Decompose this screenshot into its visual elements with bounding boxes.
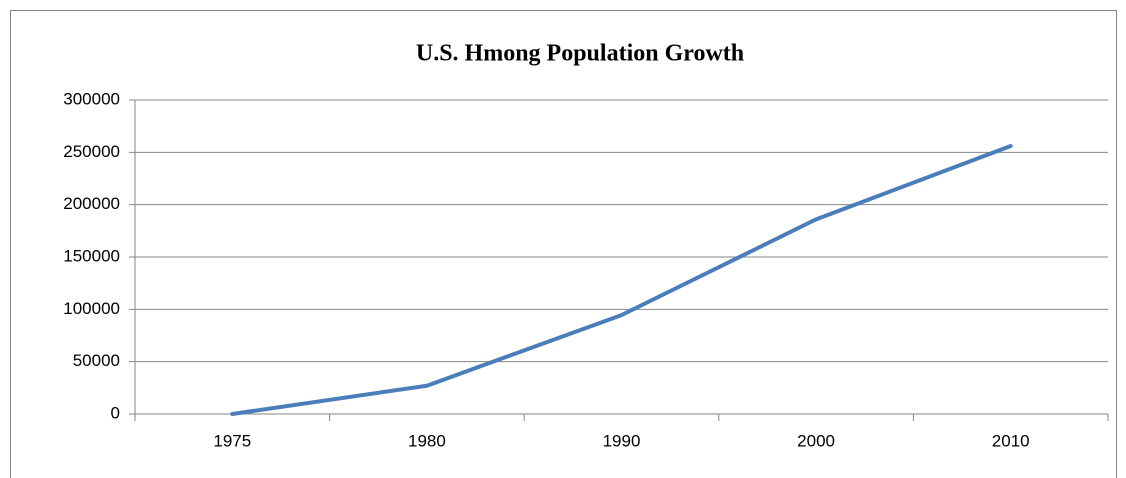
y-tick-label: 50000	[73, 351, 120, 370]
chart-title: U.S. Hmong Population Growth	[416, 41, 744, 67]
x-tick-label: 2000	[797, 431, 835, 450]
y-tick-label: 100000	[63, 299, 120, 318]
x-tick-label: 2010	[992, 431, 1030, 450]
y-tick-label: 250000	[63, 142, 120, 161]
x-tick-label: 1980	[408, 431, 446, 450]
chart-border	[10, 10, 1117, 478]
x-tick-label: 1975	[213, 431, 251, 450]
y-tick-label: 200000	[63, 194, 120, 213]
line-series	[230, 144, 1013, 416]
y-tick-label: 0	[111, 403, 120, 422]
y-tick-label: 150000	[63, 246, 120, 265]
x-tick-label: 1990	[603, 431, 641, 450]
y-tick-label: 300000	[63, 89, 120, 108]
